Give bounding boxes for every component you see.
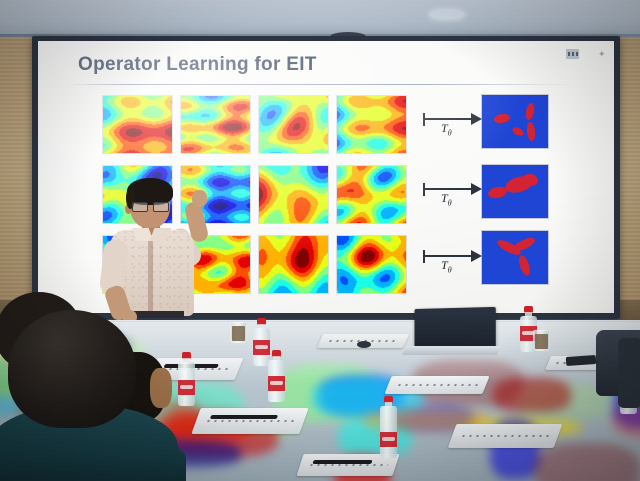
- operator-arrow-3: Tθ: [423, 246, 485, 275]
- eit-reconstruction-1: [482, 95, 548, 148]
- arrow-head-icon: [471, 183, 482, 195]
- inclusion-blob-1: [493, 112, 511, 125]
- bottle-cap: [384, 396, 393, 403]
- presenter-speaker: [96, 178, 216, 370]
- recessed-ceiling-light-icon: [430, 11, 464, 18]
- water-bottle-5[interactable]: [520, 306, 537, 352]
- arrow-shaft: [424, 188, 474, 190]
- bottle-neck: [258, 324, 265, 329]
- bottle-neck: [385, 402, 392, 407]
- bottle-cap: [182, 352, 191, 359]
- cup-contents: [535, 334, 548, 349]
- laptop-keyboard-base[interactable]: [402, 346, 501, 355]
- bottle-cap: [272, 350, 281, 357]
- tea-cup-2[interactable]: [533, 330, 550, 351]
- arrow-head-icon: [471, 250, 482, 262]
- operator-label-3: Tθ: [441, 258, 452, 275]
- presenter-sideburn: [126, 187, 135, 209]
- bottle-cap: [524, 306, 533, 313]
- audience-member-front: [8, 310, 136, 428]
- slide-corner-mark-icon: ✦: [598, 49, 606, 59]
- bottle-label: [268, 376, 285, 391]
- slide-reflection-patch: [533, 442, 640, 481]
- presenter-belt: [120, 311, 184, 318]
- operator-arrow-2: Tθ: [423, 179, 485, 208]
- cup-contents: [232, 326, 245, 341]
- eit-reconstruction-2: [482, 165, 548, 218]
- contour-panel-r3-c4: [337, 236, 406, 293]
- slide-title-underline: [68, 84, 568, 85]
- notepad-5[interactable]: [447, 424, 563, 448]
- bottle-neck: [183, 358, 190, 363]
- ceiling: [0, 0, 640, 40]
- inclusion-blob-4: [526, 121, 536, 142]
- operator-label-1: Tθ: [441, 121, 452, 138]
- water-bottle-2[interactable]: [253, 318, 270, 366]
- bottle-label: [380, 432, 397, 447]
- contour-panel-r1-c4: [337, 96, 406, 153]
- laptop-open[interactable]: [414, 306, 496, 350]
- water-bottle-4[interactable]: [380, 396, 397, 458]
- inclusion-blob-2: [511, 235, 537, 254]
- bottle-cap: [257, 318, 266, 325]
- computer-mouse[interactable]: [357, 341, 371, 348]
- audience-member-second-face: [150, 368, 172, 408]
- slide-reflection-patch: [493, 377, 571, 413]
- notepad-4[interactable]: [384, 376, 490, 394]
- operator-arrow-1: Tθ: [423, 109, 485, 138]
- pen[interactable]: [209, 415, 278, 420]
- inclusion-blob-3: [524, 102, 536, 121]
- notepad-perforation: [204, 419, 296, 423]
- bottle-neck: [525, 312, 532, 317]
- presenter-right-hand: [192, 190, 207, 207]
- presenter-glasses-icon: [132, 202, 169, 212]
- water-bottle-3[interactable]: [268, 350, 285, 402]
- ceiling-seam: [0, 34, 640, 37]
- inclusion-blob-2: [511, 125, 525, 138]
- inclusion-blob-3: [516, 254, 533, 277]
- arrow-shaft: [424, 255, 474, 257]
- operator-label-2: Tθ: [441, 191, 452, 208]
- eit-reconstruction-3: [482, 231, 548, 284]
- contour-panel-r2-c4: [337, 166, 406, 223]
- notepad-perforation: [395, 383, 479, 387]
- bottle-label: [520, 326, 537, 341]
- contour-panel-r1-c1: [103, 96, 172, 153]
- slide-title: Operator Learning for EIT: [78, 54, 317, 75]
- bottle-label: [178, 380, 195, 395]
- pen[interactable]: [311, 460, 373, 465]
- contour-panel-r3-c3: [259, 236, 328, 293]
- chair-right-2: [618, 338, 640, 408]
- bottle-label: [253, 340, 270, 355]
- slide-reflection-patch: [337, 417, 412, 456]
- slide-corner-badge-icon: [566, 49, 579, 59]
- contour-panel-r1-c3: [259, 96, 328, 153]
- notepad-perforation: [459, 434, 551, 438]
- presenter-ear: [125, 204, 132, 214]
- water-bottle-1[interactable]: [178, 352, 195, 406]
- presenter-shirt-placket: [148, 234, 153, 314]
- notepad-2[interactable]: [191, 408, 309, 434]
- arrow-head-icon: [471, 113, 482, 125]
- contour-panel-r2-c3: [259, 166, 328, 223]
- bottle-neck: [273, 356, 280, 361]
- contour-panel-r1-c2: [181, 96, 250, 153]
- arrow-shaft: [424, 118, 474, 120]
- tea-cup-1[interactable]: [230, 322, 247, 343]
